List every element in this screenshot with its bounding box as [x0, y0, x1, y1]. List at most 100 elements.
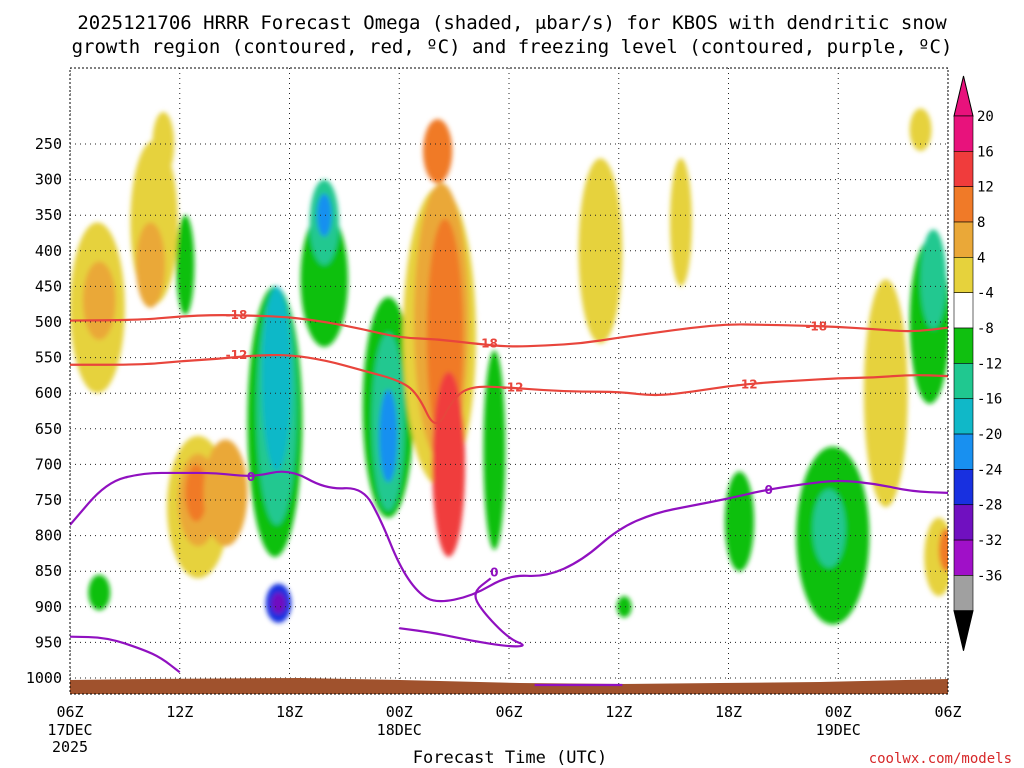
x-tick-label: 18Z	[715, 703, 742, 721]
x-tick-date-label: 19DEC	[816, 721, 861, 739]
omega-cell	[135, 222, 166, 308]
colorbar-level-label: 4	[977, 250, 985, 266]
y-tick-label: 650	[35, 420, 62, 438]
colorbar-level-label: 20	[977, 109, 994, 125]
colorbar-level-label: -8	[977, 321, 994, 337]
isotherm-minus18-line	[70, 314, 948, 348]
y-axis-ticks: 250 300 350 400 450 500 550 600 650 700 750 800 850 9…	[26, 135, 62, 687]
isotherm-0-low-line	[70, 635, 181, 674]
colorbar-level-label: 8	[977, 215, 985, 231]
omega-cell	[82, 261, 116, 340]
omega-cell	[669, 158, 692, 287]
x-tick-label: 12Z	[166, 703, 193, 721]
y-tick-label: 350	[35, 206, 62, 224]
omega-cell	[909, 108, 932, 152]
colorbar-level-label: -12	[977, 356, 1002, 372]
omega-cell	[483, 350, 506, 550]
isotherm-minus12-line	[70, 353, 948, 425]
colorbar-segment	[953, 151, 974, 187]
colorbar-segment	[953, 433, 974, 470]
x-tick-label: 00Z	[825, 703, 852, 721]
y-tick-label: 900	[35, 598, 62, 616]
omega-cell	[203, 439, 248, 547]
colorbar-top-arrow	[953, 75, 974, 117]
isotherm-0-line-label: 0	[490, 566, 498, 580]
y-tick-label: 600	[35, 384, 62, 402]
omega-cell	[812, 489, 846, 568]
omega-cell	[920, 229, 947, 330]
omega-cell	[185, 464, 208, 522]
y-tick-label: 400	[35, 242, 62, 260]
colorbar-segment	[953, 398, 974, 435]
y-tick-label: 700	[35, 455, 62, 473]
isotherm-0-line	[70, 470, 948, 603]
colorbar-level-label: 16	[977, 144, 994, 160]
isotherm-0-line-label: 0	[247, 470, 255, 484]
y-tick-label: 800	[35, 527, 62, 545]
x-tick-label: 00Z	[386, 703, 413, 721]
colorbar-level-label: -36	[977, 568, 1002, 584]
x-tick-label: 18Z	[276, 703, 303, 721]
isotherm-minus12-line-label: -12	[502, 381, 524, 395]
omega-cell	[724, 471, 755, 572]
colorbar-level-label: -20	[977, 427, 1002, 443]
colorbar-level-label: -4	[977, 286, 994, 302]
omega-cell	[938, 528, 948, 572]
colorbar-segment	[953, 115, 974, 152]
colorbar-level-label: -24	[977, 462, 1002, 478]
x-tick-label: 06Z	[934, 703, 961, 721]
y-tick-label: 850	[35, 562, 62, 580]
omega-cell	[271, 592, 286, 614]
isotherm-0-line-label: 0	[765, 483, 773, 497]
colorbar-segment	[953, 469, 974, 506]
chart-title-line1: 2025121706 HRRR Forecast Omega (shaded, …	[77, 12, 947, 34]
y-tick-label: 300	[35, 171, 62, 189]
credit-text: coolwx.com/models	[869, 751, 1012, 767]
colorbar-segment	[953, 186, 974, 223]
y-tick-label: 500	[35, 313, 62, 331]
colorbar-segment	[953, 575, 974, 612]
omega-shading	[70, 108, 948, 625]
omega-cell	[432, 371, 466, 557]
isotherm-0-right-line	[399, 577, 524, 648]
isotherm-minus18-line-label: -18	[226, 308, 248, 322]
x-tick-date-label: 17DEC	[47, 721, 92, 739]
y-tick-label: 550	[35, 349, 62, 367]
x-tick-label: 06Z	[56, 703, 83, 721]
colorbar-segment	[953, 292, 974, 329]
ground-terrain	[70, 678, 948, 694]
x-tick-label: 12Z	[605, 703, 632, 721]
isotherm-contours: -18 -18 -18 -12 -12 -12 0 0 0	[70, 308, 948, 687]
isotherm-minus12-line-label: -12	[226, 348, 248, 362]
y-tick-label: 450	[35, 277, 62, 295]
y-tick-label: 750	[35, 491, 62, 509]
colorbar-segment	[953, 504, 974, 541]
y-tick-label: 950	[35, 633, 62, 651]
isotherm-minus12-line-label: -12	[736, 378, 758, 392]
colorbar-segment	[953, 221, 974, 258]
colorbar-level-label: -28	[977, 498, 1002, 514]
colorbar-level-label: -16	[977, 392, 1002, 408]
omega-cell	[924, 517, 948, 597]
colorbar-segment	[953, 363, 974, 400]
colorbar-level-label: -32	[977, 533, 1002, 549]
colorbar-segment	[953, 539, 974, 576]
chart-title-line2: growth region (contoured, red, ºC) and f…	[72, 36, 953, 58]
colorbar: 20 16 12 8 4 -4 -8 -12 -16 -20 -24 -28 -32 -36	[953, 75, 1002, 651]
isotherm-minus18-line-label: -18	[805, 319, 827, 333]
omega-cell	[316, 193, 332, 237]
omega-cell	[616, 596, 632, 618]
omega-cell	[379, 389, 398, 483]
colorbar-bottom-arrow	[953, 610, 974, 651]
x-tick-year-label: 2025	[52, 738, 88, 756]
x-tick-date-label: 18DEC	[377, 721, 422, 739]
omega-cell	[262, 286, 292, 472]
y-tick-label: 250	[35, 135, 62, 153]
x-tick-label: 06Z	[495, 703, 522, 721]
colorbar-level-label: 12	[977, 180, 994, 196]
colorbar-segment	[953, 257, 974, 293]
omega-cell	[152, 111, 175, 177]
omega-cell	[423, 119, 453, 184]
